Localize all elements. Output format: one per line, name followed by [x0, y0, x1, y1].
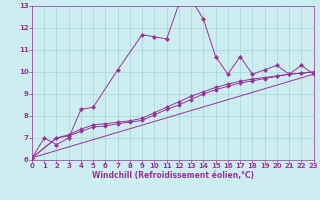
X-axis label: Windchill (Refroidissement éolien,°C): Windchill (Refroidissement éolien,°C) [92, 171, 254, 180]
